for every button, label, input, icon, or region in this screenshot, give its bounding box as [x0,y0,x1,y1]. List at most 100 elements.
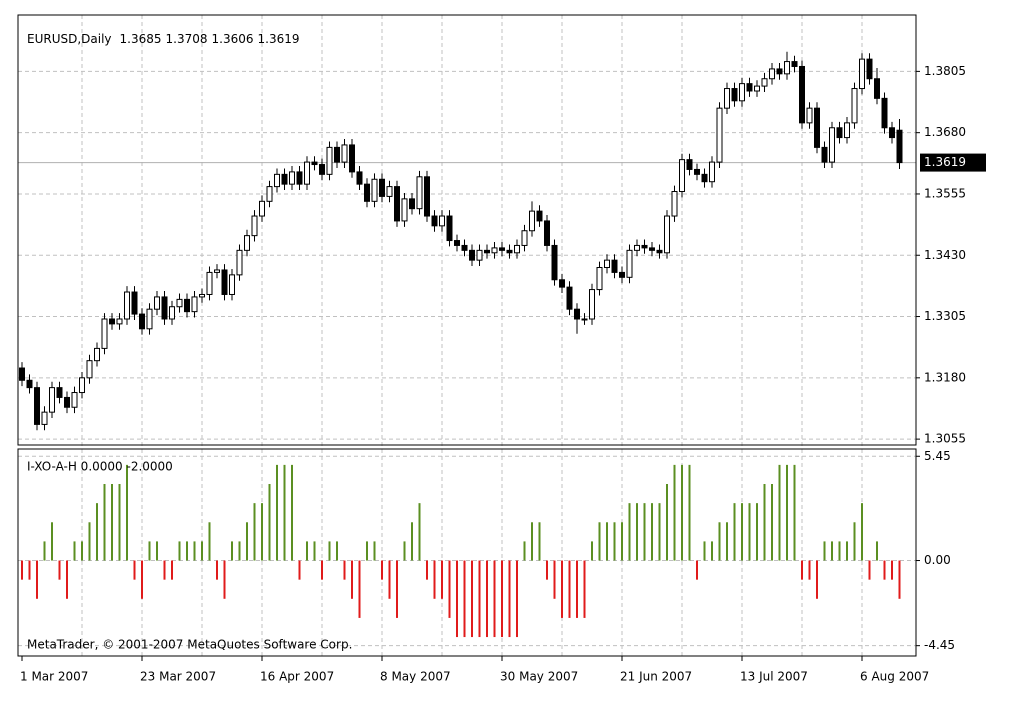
candle-body [446,215,453,242]
candle-body [589,289,595,320]
candle-body [19,367,25,381]
x-tick-label: 13 Jul 2007 [740,670,808,684]
candle-body [866,58,873,80]
candle-body [889,127,895,139]
candle-body [806,107,813,124]
y-tick-label: -4.45 [924,638,955,652]
candle-body [596,267,603,291]
candle-body [791,61,798,67]
y-tick-label: 5.45 [924,449,951,463]
candle-body [409,198,415,210]
y-tick-label: 1.3055 [924,432,966,446]
x-tick-label: 8 May 2007 [380,670,451,684]
symbol: EURUSD,Daily [27,32,112,46]
copyright: MetaTrader, © 2001-2007 MetaQuotes Softw… [27,638,352,652]
candle-body [401,198,408,222]
candle-body [724,88,730,109]
candle-body [626,249,633,278]
candle-body [836,127,843,139]
candle-body [139,313,145,330]
candle-body [671,191,678,217]
x-tick-label: 16 Apr 2007 [260,670,334,684]
candle-body [424,176,430,217]
candle-body [154,296,160,310]
x-tick-label: 1 Mar 2007 [20,670,88,684]
candle-body [281,173,288,185]
indicator-title: I-XO-A-H 0.0000 -2.0000 [27,460,173,474]
candle-body [364,183,370,202]
candle-body [784,61,790,75]
candle-body [356,171,363,185]
candle-body [799,65,805,124]
candle-body [371,178,378,202]
y-tick-label: 1.3805 [924,64,966,78]
candle-body [529,210,535,232]
candle-body [821,146,828,163]
candle-body [544,220,550,246]
candle-body [94,347,100,362]
candle-body [86,360,93,379]
candle-body [874,78,880,99]
candle-body [499,247,505,251]
x-tick-label: 23 Mar 2007 [140,670,216,684]
candle-body [394,186,400,222]
candle-body [124,291,130,320]
candle-body [116,318,123,325]
candle-body [461,244,468,251]
y-tick-label: 1.3305 [924,309,966,323]
candle-body [191,296,198,313]
candle-body [274,173,280,188]
candle-body [131,291,138,315]
candle-body [814,107,820,148]
candle-body [686,159,693,170]
candle-body [746,83,753,92]
candle-body [619,271,625,278]
candle-body [146,308,153,330]
symbol-title: EURUSD,Daily 1.3685 1.3708 1.3606 1.3619 [27,32,300,46]
candle-body [484,249,490,254]
candle-body [439,215,445,227]
candle-body [206,271,213,295]
candle-body [536,210,543,222]
marks [19,51,903,638]
candle-body [199,293,205,298]
candle-body [229,274,235,295]
candle-body [694,168,700,175]
candle-body [454,240,460,246]
candle-body [776,68,783,75]
low: 1.3606 [212,32,254,46]
candle-body [184,298,190,313]
candle-body [319,164,325,175]
candle-body [289,171,295,185]
candle-body [221,269,228,295]
last-price-label: 1.3619 [924,155,966,169]
y-tick-label: 1.3555 [924,186,966,200]
candle-body [859,58,865,90]
candle-body [469,249,475,261]
y-tick-label: 1.3680 [924,125,966,139]
candle-body [34,387,40,425]
open: 1.3685 [120,32,162,46]
candle-body [251,215,258,237]
candle-body [611,259,618,273]
candle-body [236,249,243,276]
candle-body [101,318,108,349]
candle-body [41,411,48,425]
candle-body [716,107,723,163]
candle-body [244,235,250,251]
candle-body [176,298,183,308]
candle-body [416,176,423,210]
candle-body [574,308,580,320]
candle-body [491,247,498,254]
candle-body [304,161,310,185]
candle-body [641,244,648,249]
candle-body [679,159,685,193]
candle-body [656,249,663,254]
candle-body [701,173,708,183]
candle-body [769,68,775,80]
candle-body [349,144,355,173]
candle-body [326,146,333,175]
candle-body [311,161,318,166]
candle-body [664,215,670,254]
